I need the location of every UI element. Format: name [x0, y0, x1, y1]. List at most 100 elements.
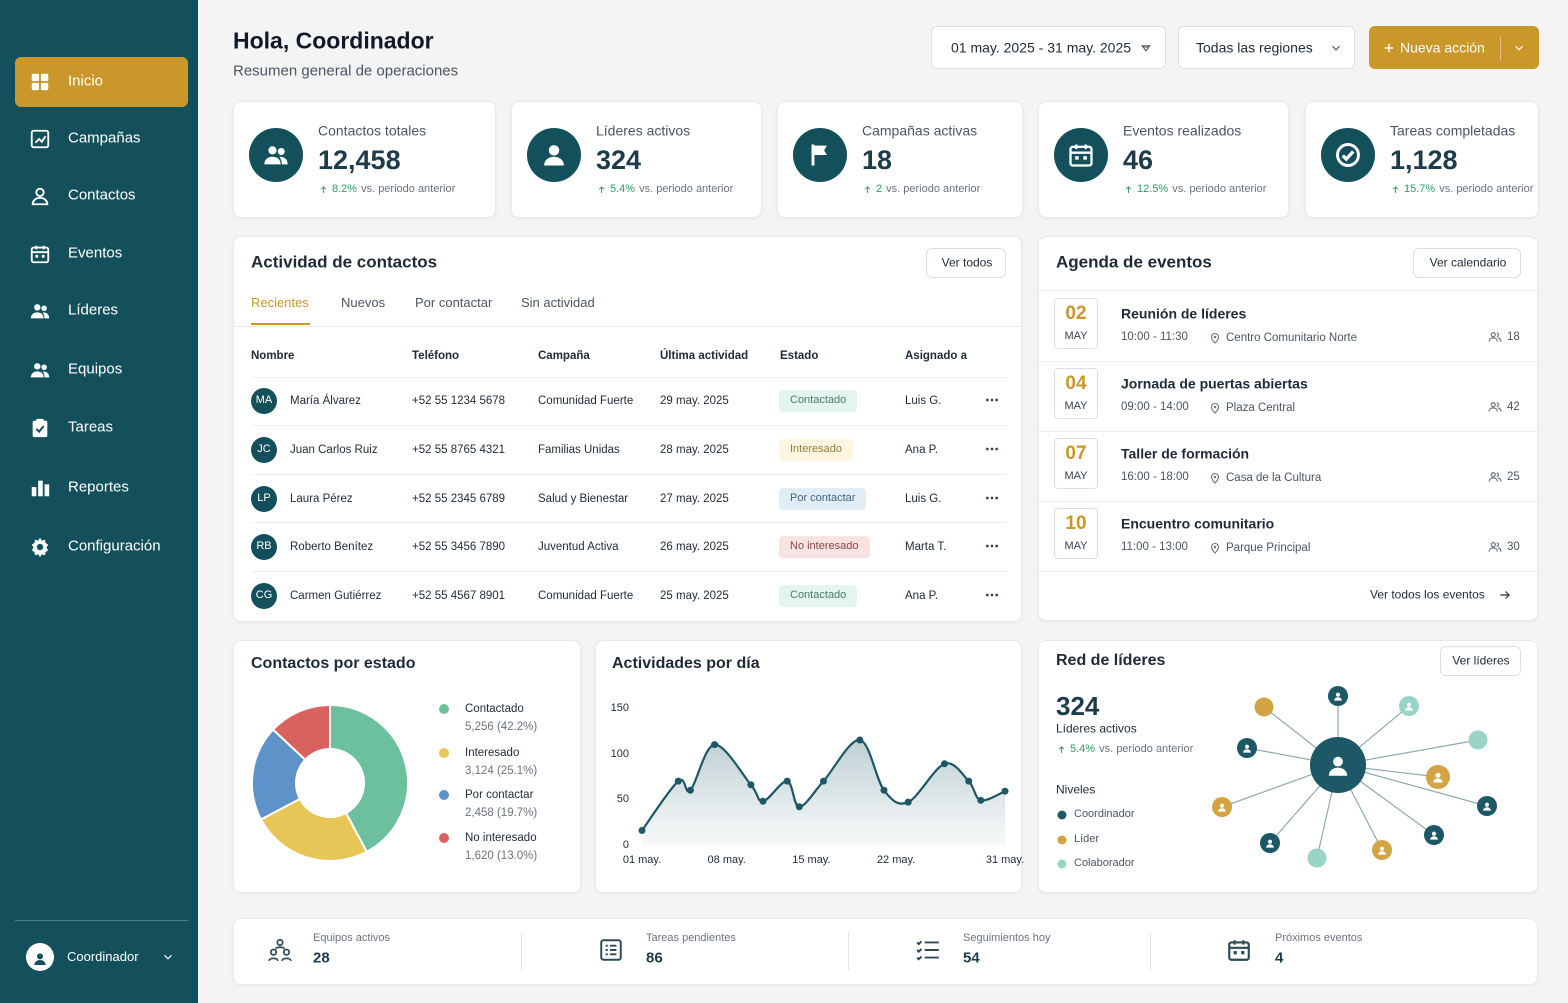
link-label: Ver todos los eventos [1370, 587, 1485, 602]
nav-item[interactable]: Configuración [15, 522, 188, 572]
change-change: 5.4% [610, 183, 636, 195]
status: Contactado [779, 585, 858, 607]
levels-title: Niveles [1056, 782, 1096, 797]
card-title: Red de líderes [1056, 652, 1166, 669]
phone: +52 55 1234 5678 [412, 394, 506, 407]
avatar-initials: RB [256, 540, 272, 553]
nav-item[interactable]: Campañas [15, 114, 188, 164]
last-activity: 28 may. 2025 [660, 443, 729, 456]
arrow-up [598, 185, 605, 193]
user-menu[interactable]: Coordinador [15, 935, 188, 979]
avatar-initials: CG [255, 589, 273, 602]
tab-underline [251, 323, 310, 325]
event-time: 09:00 - 14:00 [1121, 400, 1189, 413]
tab[interactable]: Recientes [251, 294, 309, 310]
level-name: Líder [1074, 833, 1100, 846]
all-events-link[interactable]: Ver todos los eventos [1360, 582, 1520, 608]
kpi-value: 46 [1123, 145, 1154, 176]
icon-part [598, 185, 605, 193]
row-divider [251, 571, 1006, 572]
change: 8.2% vs. periodo anterior [319, 183, 455, 195]
y-tick-label: 50 [616, 793, 629, 806]
new-action[interactable]: Nueva acción [1369, 26, 1539, 69]
avatar-initials: LP [257, 492, 271, 505]
event-title: Reunión de líderes [1121, 305, 1247, 322]
view-calendar[interactable]: Ver calendario [1413, 248, 1521, 278]
tab[interactable]: Nuevos [341, 294, 386, 310]
kpi-label: Tareas completadas [1390, 122, 1516, 139]
chart-title: Contactos por estado [251, 655, 416, 672]
column-header: Campaña [538, 349, 590, 362]
kpi-value: 12,458 [318, 145, 401, 176]
icon-part [1058, 745, 1065, 753]
assigned: Ana P. [905, 589, 939, 602]
column-header: Asignado a [905, 349, 967, 362]
legend-value: 3,124 (25.1%) [465, 764, 538, 777]
kpi-label: Contactos totales [318, 122, 427, 139]
nav-item[interactable]: Eventos [15, 229, 188, 279]
agenda-card [1038, 236, 1538, 621]
divider [1039, 290, 1537, 291]
change-note: vs. periodo anterior [1099, 743, 1194, 755]
summary-value: 4 [1275, 949, 1284, 967]
legend-value: 2,458 (19.7%) [465, 806, 538, 819]
view-leaders[interactable]: Ver líderes [1440, 646, 1521, 676]
campaign: Comunidad Fuerte [538, 394, 634, 407]
button-label: Ver todos [941, 255, 993, 270]
tab[interactable]: Por contactar [415, 294, 493, 310]
event-month: MAY [1064, 470, 1088, 483]
event-place: Parque Principal [1226, 541, 1311, 554]
tab[interactable]: Sin actividad [521, 294, 595, 310]
legend-label: Interesado [465, 746, 520, 759]
change: 15.7% vs. periodo anterior [1391, 183, 1533, 195]
phone: +52 55 8765 4321 [412, 443, 506, 456]
legend-label: No interesado [465, 831, 537, 844]
page-subtitle: Resumen general de operaciones [233, 62, 459, 80]
nav-item[interactable]: Contactos [15, 171, 188, 221]
icon-part [320, 185, 327, 193]
campaign: Salud y Bienestar [538, 492, 629, 505]
nav-item[interactable]: Tareas [15, 403, 188, 453]
icon-part [864, 185, 871, 193]
phone: +52 55 4567 8901 [412, 589, 506, 602]
change-change: 2 [876, 183, 883, 195]
last-activity: 25 may. 2025 [660, 589, 729, 602]
region: Todas las regiones [1196, 39, 1313, 56]
nav-item[interactable]: Reportes [15, 463, 188, 513]
change-note: vs. periodo anterior [361, 183, 456, 195]
assigned: Luis G. [905, 492, 942, 505]
change-note: vs. periodo anterior [886, 183, 981, 195]
kpi-value: 324 [596, 145, 642, 176]
event-attendees: 18 [1507, 330, 1520, 343]
date-picker[interactable]: 01 may. 2025 - 31 may. 2025 [931, 26, 1166, 69]
row-divider [251, 522, 1006, 523]
last-activity: 26 may. 2025 [660, 540, 729, 553]
kpi-label: Eventos realizados [1123, 122, 1242, 139]
summary-label: Tareas pendientes [646, 932, 736, 945]
y-tick-label: 150 [610, 702, 629, 715]
leaders-card [1038, 640, 1538, 893]
summary-value: 54 [963, 949, 980, 967]
nav-item[interactable]: Equipos [15, 345, 188, 395]
view-all[interactable]: Ver todos [926, 248, 1006, 278]
event-day: 07 [1065, 443, 1087, 465]
contact-name: Juan Carlos Ruiz [290, 443, 378, 456]
nav-item[interactable]: Inicio [15, 57, 188, 107]
status: No interesado [779, 536, 870, 558]
kpi-card [1038, 101, 1289, 218]
region-select[interactable]: Todas las regiones [1178, 26, 1355, 69]
legend-label: Contactado [465, 702, 524, 715]
change: 5.4% vs. periodo anterior [597, 183, 733, 195]
campaign: Juventud Activa [538, 540, 619, 553]
assigned: Luis G. [905, 394, 942, 407]
summary-divider [848, 932, 849, 970]
avatar-initials: MA [255, 394, 273, 407]
arrow-up [1125, 185, 1132, 193]
arrow-up [1392, 185, 1399, 193]
nav-item[interactable]: Líderes [15, 286, 188, 336]
summary-label: Próximos eventos [1275, 932, 1363, 945]
contacts-card [233, 236, 1022, 622]
row-divider [251, 425, 1006, 426]
y-tick-label: 100 [610, 747, 629, 760]
arrow-up [864, 185, 871, 193]
